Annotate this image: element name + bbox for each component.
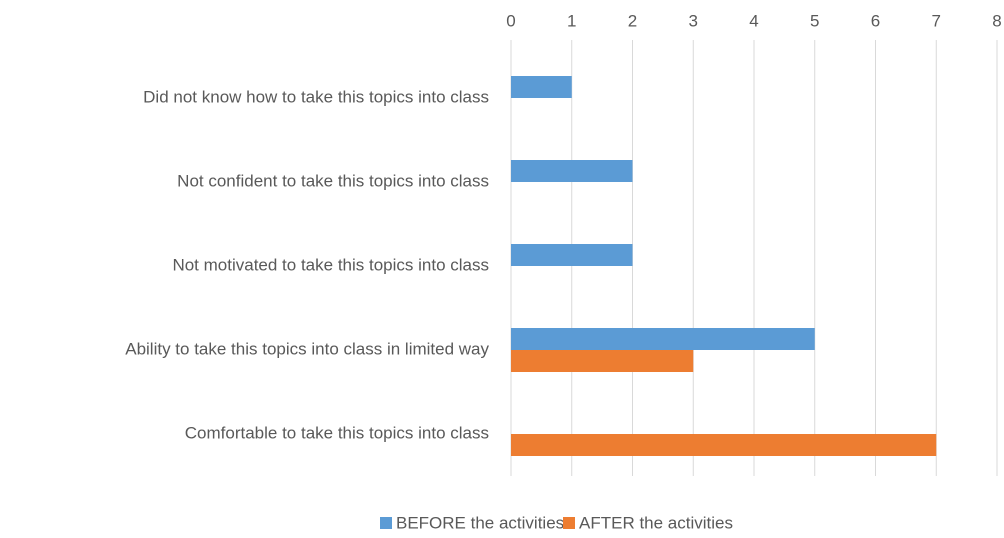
y-tick-label: Ability to take this topics into class i… [125,339,489,358]
x-tick-label: 2 [628,11,637,30]
x-tick-label: 7 [932,11,941,30]
x-tick-label: 0 [506,11,515,30]
x-tick-label: 3 [689,11,698,30]
bar [511,328,815,350]
bar [511,76,572,98]
x-tick-label: 8 [992,11,1001,30]
y-tick-label: Not confident to take this topics into c… [177,171,489,190]
x-tick-label: 5 [810,11,819,30]
bar [511,244,633,266]
y-tick-label: Did not know how to take this topics int… [143,87,489,106]
bar [511,160,633,182]
x-tick-label: 6 [871,11,880,30]
bar [511,350,694,372]
legend-swatch [563,517,575,529]
legend-label: BEFORE the activities [396,513,564,532]
x-tick-label: 4 [749,11,758,30]
legend-swatch [380,517,392,529]
y-tick-label: Not motivated to take this topics into c… [172,255,489,274]
legend-label: AFTER the activities [579,513,733,532]
x-tick-label: 1 [567,11,576,30]
bar [511,434,937,456]
y-tick-label: Comfortable to take this topics into cla… [185,423,489,442]
